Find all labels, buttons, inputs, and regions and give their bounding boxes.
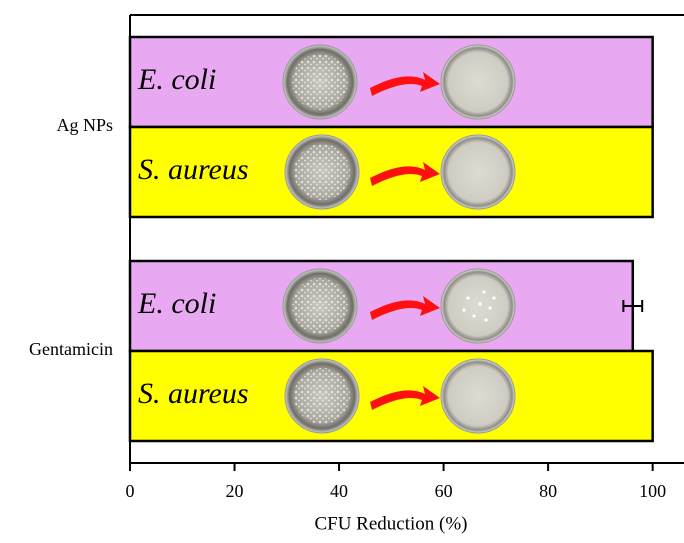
x-tick-label: 80 bbox=[539, 481, 557, 501]
petri-dish bbox=[283, 45, 357, 119]
bar-label: E. coli bbox=[137, 287, 216, 320]
colony bbox=[492, 296, 495, 299]
petri-dish bbox=[283, 269, 357, 343]
colony bbox=[478, 302, 481, 305]
x-tick-label: 100 bbox=[639, 481, 666, 501]
x-axis-label: CFU Reduction (%) bbox=[314, 513, 467, 534]
colony bbox=[484, 318, 487, 321]
bar-label: S. aureus bbox=[138, 377, 249, 410]
petri-dish bbox=[441, 359, 515, 433]
bar-label: S. aureus bbox=[138, 153, 249, 186]
dish bbox=[441, 135, 515, 209]
colonies bbox=[294, 144, 350, 200]
colony bbox=[482, 290, 485, 293]
x-tick-label: 40 bbox=[330, 481, 348, 501]
page: CFU Reduction (%) Ag NPs E. coli S. aureus… bbox=[0, 0, 684, 543]
colonies bbox=[292, 278, 348, 334]
chart: CFU Reduction (%) Ag NPs E. coli S. aureus… bbox=[0, 0, 684, 543]
petri-dish bbox=[441, 135, 515, 209]
colonies bbox=[292, 54, 348, 110]
y-tick-label: Gentamicin bbox=[29, 339, 113, 359]
colony bbox=[466, 296, 469, 299]
petri-dish bbox=[441, 45, 515, 119]
x-tick-label: 20 bbox=[226, 481, 244, 501]
colonies bbox=[294, 368, 350, 424]
dish bbox=[441, 269, 515, 343]
colony bbox=[488, 306, 491, 309]
dish bbox=[441, 359, 515, 433]
y-tick-label: Ag NPs bbox=[56, 115, 113, 135]
x-tick-label: 0 bbox=[126, 481, 135, 501]
dish bbox=[441, 45, 515, 119]
petri-dish bbox=[441, 269, 515, 343]
petri-dish bbox=[285, 359, 359, 433]
colony bbox=[472, 314, 475, 317]
x-tick-label: 60 bbox=[435, 481, 453, 501]
colony bbox=[462, 308, 465, 311]
petri-dish bbox=[285, 135, 359, 209]
bar-label: E. coli bbox=[137, 63, 216, 96]
